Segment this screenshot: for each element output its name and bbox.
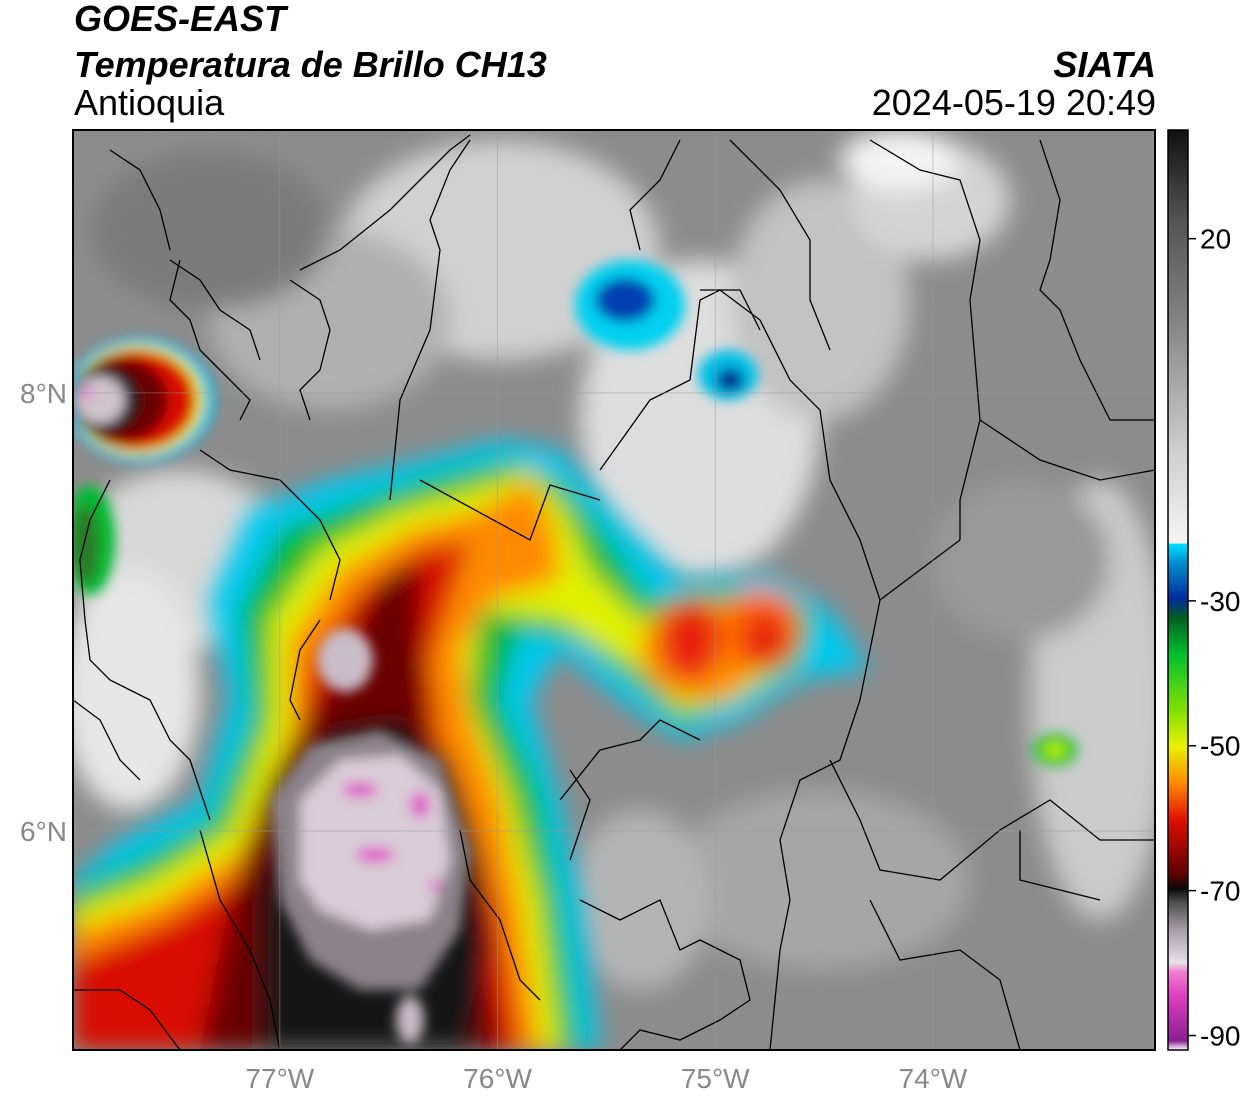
colorbar — [1168, 130, 1188, 1050]
colorbar-tick-label: -30 — [1200, 586, 1240, 617]
colorbar-tick-label: -90 — [1200, 1021, 1240, 1052]
longitude-tick-label: 74°W — [899, 1063, 968, 1094]
datetime-label: 2024-05-19 20:49 — [871, 82, 1156, 123]
colorbar-tick-label: 20 — [1200, 224, 1231, 255]
latitude-tick-label: 8°N — [20, 378, 67, 409]
boundary-lines — [73, 134, 1155, 1050]
latitude-ticks: 8°N 6°N — [20, 378, 67, 847]
colorbar-frame — [1167, 129, 1189, 1051]
latitude-tick-label: 6°N — [20, 816, 67, 847]
longitude-ticks: 77°W 76°W 75°W 74°W — [245, 1063, 967, 1094]
region-label: Antioquia — [74, 82, 225, 123]
brand-label: SIATA — [1053, 44, 1156, 85]
longitude-tick-label: 75°W — [681, 1063, 750, 1094]
satellite-title: GOES-EAST — [74, 0, 287, 39]
colorbar-tick-label: -50 — [1200, 731, 1240, 762]
product-title: Temperatura de Brillo CH13 — [74, 44, 547, 85]
graticule — [73, 130, 1155, 1050]
colorbar-tick-label: -70 — [1200, 876, 1240, 907]
colorbar-ticks: 20 -30 -50 -70 -90 — [1188, 224, 1240, 1052]
longitude-tick-label: 76°W — [463, 1063, 532, 1094]
plot-frame — [72, 129, 1156, 1051]
longitude-tick-label: 77°W — [245, 1063, 314, 1094]
satellite-imagery — [73, 130, 1155, 1050]
